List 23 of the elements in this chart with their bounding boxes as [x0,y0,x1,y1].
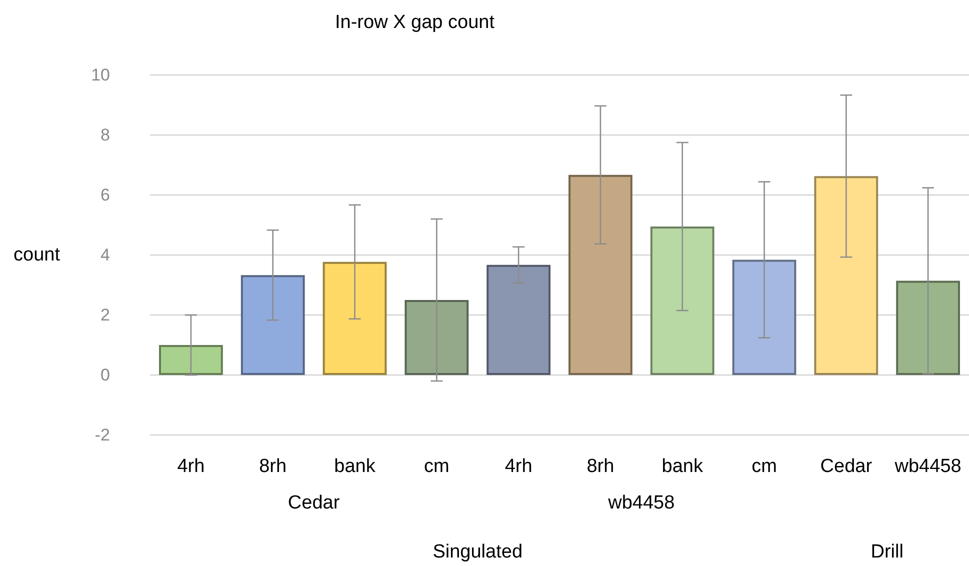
x-tick-label: Cedar [820,456,873,477]
x-tick-label: bank [334,456,376,477]
y-axis-title: count [14,244,61,266]
text: wb4458 [607,492,675,514]
x-tick-label: bank [662,456,704,477]
x-tick-label: wb4458 [894,456,962,477]
x-tick-label: cm [752,456,777,477]
y-tick-label: 0 [100,366,110,384]
x-tick-label: cm [424,456,450,477]
y-tick-label: 8 [100,126,110,144]
text: Drill [870,542,904,562]
x-tick-label: 8rh [586,456,614,477]
y-tick-label: 6 [100,186,110,204]
y-tick-label: 2 [100,306,110,324]
chart-title: In-row X gap count [335,12,496,33]
text: Cedar [288,492,340,514]
x-tick-label: 8rh [259,456,287,477]
x-tick-label: 4rh [177,456,205,477]
x-tick-label: 4rh [504,456,532,477]
text: Singulated [432,542,522,562]
y-tick-label: 4 [100,246,110,264]
y-tick-label: 10 [91,66,110,84]
y-tick-label: -2 [94,426,110,444]
